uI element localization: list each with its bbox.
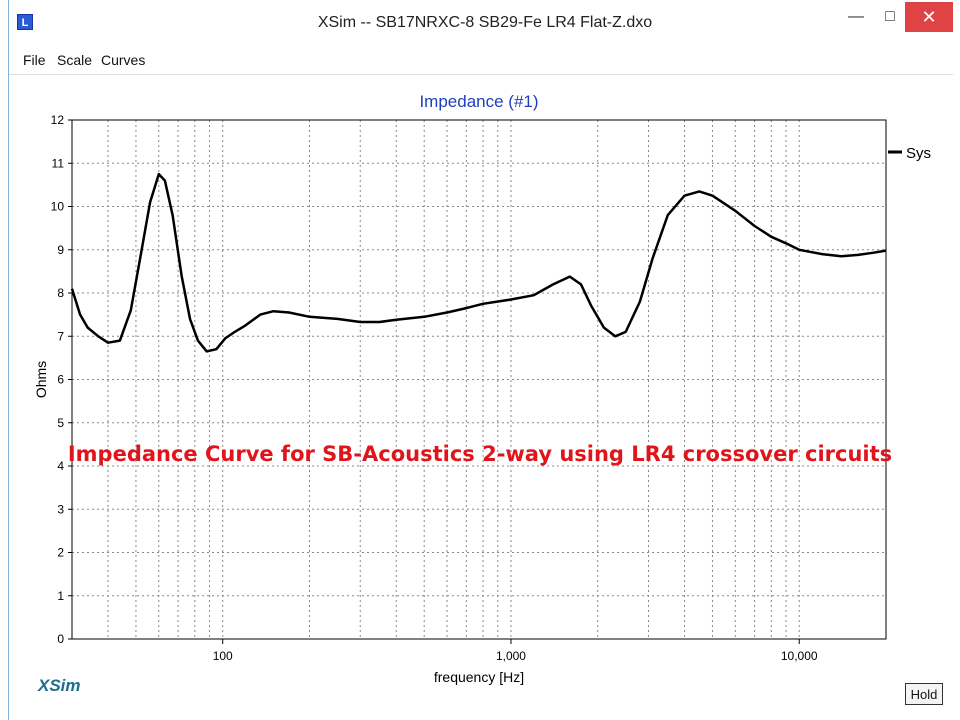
xsim-logo: XSim — [38, 676, 81, 695]
x-tick-label: 100 — [213, 649, 233, 663]
x-tick-label: 1,000 — [496, 649, 526, 663]
close-button[interactable]: ✕ — [905, 2, 953, 32]
y-tick-label: 0 — [57, 632, 64, 646]
y-tick-label: 2 — [57, 546, 64, 560]
series-line-sys — [70, 172, 887, 353]
y-tick-label: 4 — [57, 459, 64, 473]
y-tick-label: 9 — [57, 243, 64, 257]
maximize-button[interactable]: □ — [885, 8, 895, 25]
x-tick-label: 10,000 — [781, 649, 818, 663]
legend-label: Sys — [906, 145, 931, 162]
y-axis-label: Ohms — [33, 361, 49, 398]
minimize-button[interactable]: — — [848, 8, 864, 25]
overlay-caption: Impedance Curve for SB-Acoustics 2-way u… — [67, 442, 893, 466]
xsim-app-icon[interactable]: L — [17, 14, 33, 30]
y-tick-label: 3 — [57, 502, 64, 516]
y-tick-label: 12 — [51, 113, 65, 127]
x-axis-label: frequency [Hz] — [434, 669, 524, 685]
y-tick-label: 11 — [52, 156, 65, 170]
y-tick-label: 7 — [57, 329, 64, 343]
menu-file[interactable]: File — [23, 52, 46, 68]
window-title: XSim -- SB17NRXC-8 SB29-Fe LR4 Flat-Z.dx… — [317, 14, 653, 31]
menu-scale[interactable]: Scale — [57, 52, 93, 68]
title-bar[interactable]: L XSim -- SB17NRXC-8 SB29-Fe LR4 Flat-Z.… — [9, 0, 960, 46]
y-tick-label: 10 — [51, 200, 65, 214]
chart-title: Impedance (#1) — [419, 92, 538, 111]
menu-bar: File Scale Curves — [9, 46, 953, 75]
hold-button[interactable]: Hold — [905, 683, 943, 705]
y-tick-label: 6 — [57, 373, 64, 387]
y-tick-label: 8 — [57, 286, 64, 300]
y-tick-label: 1 — [57, 589, 64, 603]
y-tick-label: 5 — [57, 416, 64, 430]
menu-curves[interactable]: Curves — [101, 52, 146, 68]
